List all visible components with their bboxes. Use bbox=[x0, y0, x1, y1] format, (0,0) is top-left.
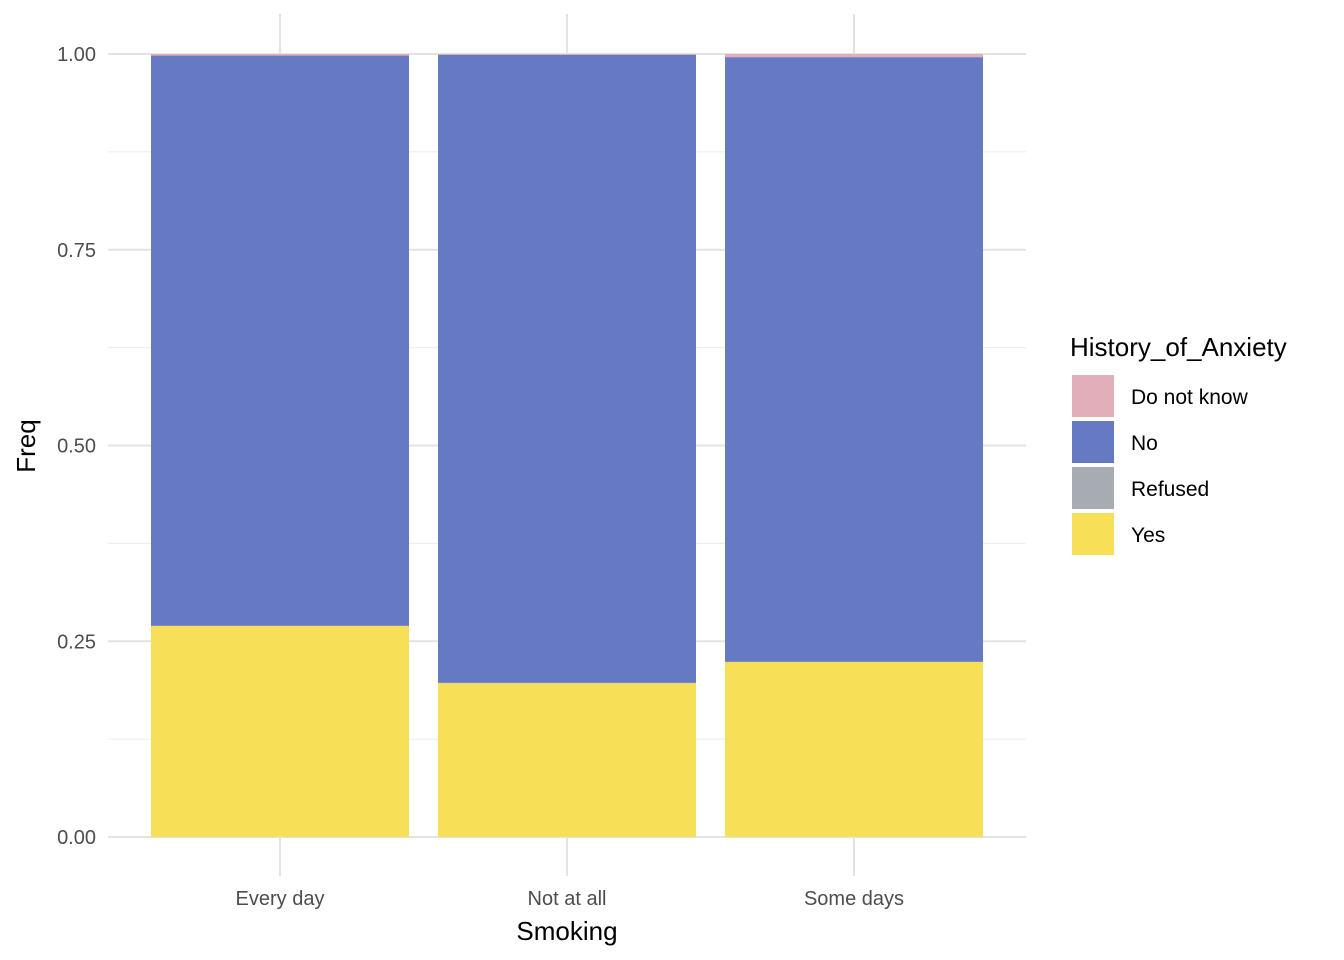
y-tick-label: 1.00 bbox=[57, 44, 96, 66]
bar-no-every-day bbox=[151, 55, 409, 626]
y-tick-label: 0.75 bbox=[57, 240, 96, 262]
y-tick-label: 0.00 bbox=[57, 827, 96, 849]
y-tick-label: 0.50 bbox=[57, 436, 96, 458]
legend-label: Do not know bbox=[1131, 386, 1249, 409]
x-axis-title: Smoking bbox=[516, 916, 617, 946]
x-tick-label: Some days bbox=[804, 888, 904, 910]
legend: History_of_Anxiety Do not know No Refused Y… bbox=[1070, 332, 1287, 555]
x-tick-label: Not at all bbox=[528, 888, 607, 910]
legend-swatch bbox=[1072, 421, 1114, 463]
legend-label: Yes bbox=[1131, 524, 1165, 547]
legend-swatch bbox=[1072, 375, 1114, 417]
legend-label: Refused bbox=[1131, 478, 1209, 501]
bar-no-some-days bbox=[725, 57, 983, 662]
legend-title: History_of_Anxiety bbox=[1070, 332, 1287, 362]
bar-yes-some-days bbox=[725, 661, 983, 837]
bar-yes-not-at-all bbox=[438, 683, 696, 837]
bar-do-not-know-every-day bbox=[151, 54, 409, 56]
legend-label: No bbox=[1131, 432, 1158, 455]
y-tick-label: 0.25 bbox=[57, 631, 96, 653]
bar-do-not-know-not-at-all bbox=[438, 54, 696, 55]
legend-swatch bbox=[1072, 513, 1114, 555]
bar-refused-every-day bbox=[151, 625, 409, 626]
legend-swatch bbox=[1072, 467, 1114, 509]
bar-refused-not-at-all bbox=[438, 682, 696, 684]
y-axis-ticks: 0.00 0.25 0.50 0.75 1.00 bbox=[57, 44, 96, 849]
bar-no-not-at-all bbox=[438, 54, 696, 683]
x-axis-ticks: Every day Not at all Some days bbox=[236, 888, 905, 910]
bars bbox=[151, 54, 983, 837]
bar-yes-every-day bbox=[151, 625, 409, 837]
x-tick-label: Every day bbox=[236, 888, 325, 910]
bar-do-not-know-some-days bbox=[725, 54, 983, 58]
bar-refused-some-days bbox=[725, 661, 983, 662]
y-axis-title: Freq bbox=[11, 419, 41, 472]
